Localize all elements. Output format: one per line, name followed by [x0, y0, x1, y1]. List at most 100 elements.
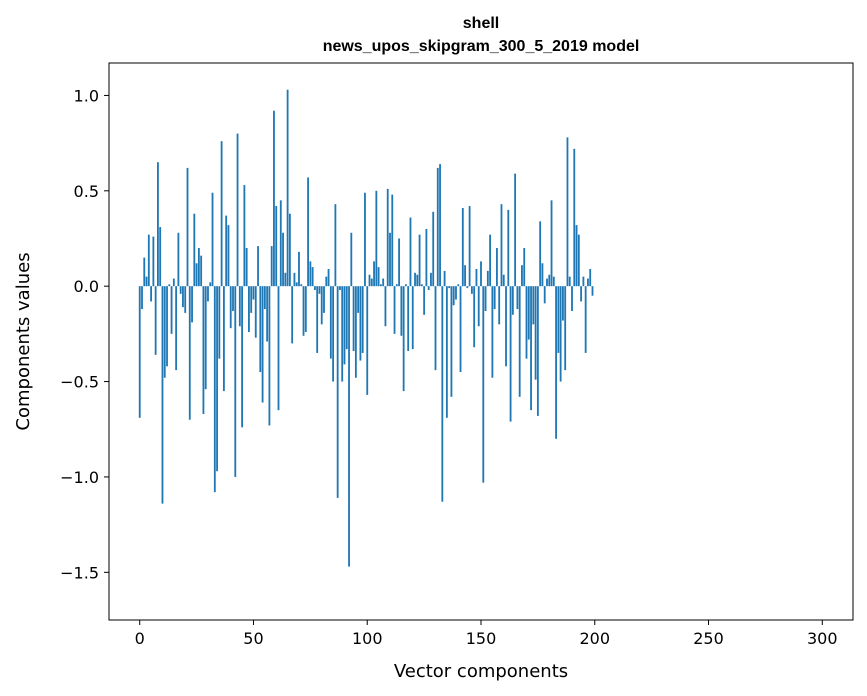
bar-8	[157, 162, 159, 287]
bar-102	[370, 278, 373, 287]
bar-39	[227, 225, 230, 287]
bar-103	[373, 261, 375, 287]
bar-88	[339, 286, 341, 290]
bar-143	[464, 265, 466, 287]
bar-14	[170, 286, 173, 334]
bar-20	[184, 286, 187, 313]
bar-124	[420, 284, 423, 287]
bar-99	[364, 192, 366, 287]
bar-186	[562, 286, 564, 321]
bar-6	[152, 236, 155, 287]
bar-31	[209, 282, 212, 287]
bar-92	[348, 286, 350, 567]
bar-77	[314, 286, 316, 290]
bar-159	[500, 204, 503, 287]
bar-74	[307, 177, 309, 287]
bar-109	[386, 188, 389, 287]
bar-164	[511, 286, 514, 315]
bar-21	[186, 167, 189, 287]
bar-130	[434, 286, 437, 371]
bar-183	[555, 286, 557, 439]
bar-59	[273, 110, 275, 287]
bar-54	[261, 286, 264, 403]
bar-179	[546, 278, 548, 287]
bar-185	[559, 286, 562, 382]
bar-65	[286, 89, 289, 287]
bar-108	[384, 286, 387, 327]
bar-140	[457, 284, 460, 287]
bar-196	[584, 286, 587, 353]
bar-154	[489, 234, 492, 287]
bar-166	[516, 286, 519, 310]
bar-22	[188, 286, 191, 420]
bar-115	[400, 286, 403, 336]
bar-190	[571, 286, 573, 311]
bar-68	[293, 272, 296, 287]
x-tick-label: 200	[579, 629, 610, 648]
y-tick-label: 1.0	[74, 86, 99, 105]
bar-187	[564, 286, 567, 371]
y-axis-ticks: 1.0 0.5 0.0 −0.5 −1.0 −1.5	[60, 86, 109, 582]
bar-47	[245, 248, 248, 287]
bar-37	[222, 286, 225, 392]
bar-53	[259, 286, 262, 373]
bar-171	[527, 286, 530, 340]
bar-135	[445, 286, 448, 418]
bar-180	[548, 274, 551, 287]
bar-41	[232, 286, 234, 311]
bar-50	[252, 286, 255, 300]
bar-75	[309, 261, 312, 287]
bar-110	[389, 232, 391, 287]
bar-156	[493, 286, 496, 310]
y-tick-label: −0.5	[60, 373, 99, 392]
bar-95	[354, 286, 357, 378]
bar-4	[147, 234, 150, 287]
bar-104	[375, 190, 378, 287]
bar-32	[211, 192, 214, 287]
bar-61	[277, 286, 280, 411]
bar-60	[275, 206, 278, 287]
bar-24	[193, 213, 196, 287]
bar-51	[254, 286, 257, 338]
bar-188	[566, 137, 569, 287]
bar-129	[432, 211, 435, 287]
bar-176	[539, 221, 542, 287]
bar-97	[359, 286, 362, 361]
bar-87	[336, 286, 339, 498]
bar-191	[573, 148, 576, 287]
bar-136	[448, 286, 451, 289]
bar-36	[220, 141, 223, 287]
bar-29	[204, 286, 207, 390]
y-tick-label: −1.5	[60, 563, 99, 582]
bar-19	[182, 286, 184, 308]
bar-0	[138, 286, 141, 418]
bar-146	[470, 286, 473, 294]
bar-170	[525, 286, 528, 359]
bar-197	[587, 278, 589, 287]
bar-189	[568, 276, 571, 287]
bar-34	[216, 286, 218, 472]
bar-118	[407, 286, 410, 352]
bar-111	[391, 194, 394, 287]
x-tick-label: 0	[135, 629, 145, 648]
bar-192	[575, 225, 578, 287]
bar-10	[161, 286, 164, 504]
bar-126	[425, 228, 428, 287]
bar-195	[582, 276, 585, 287]
bar-160	[502, 274, 505, 287]
bar-149	[477, 286, 480, 327]
bar-23	[191, 286, 193, 323]
bar-57	[268, 286, 271, 426]
bar-119	[409, 217, 412, 287]
bar-89	[341, 286, 344, 382]
bar-106	[379, 284, 382, 287]
bar-85	[332, 286, 335, 382]
y-tick-label: −1.0	[60, 468, 99, 487]
bar-11	[163, 286, 166, 378]
bar-98	[361, 286, 364, 353]
bar-44	[238, 286, 241, 327]
bar-162	[507, 209, 510, 287]
bar-35	[218, 286, 221, 359]
bar-105	[377, 267, 380, 287]
bar-161	[505, 286, 507, 367]
